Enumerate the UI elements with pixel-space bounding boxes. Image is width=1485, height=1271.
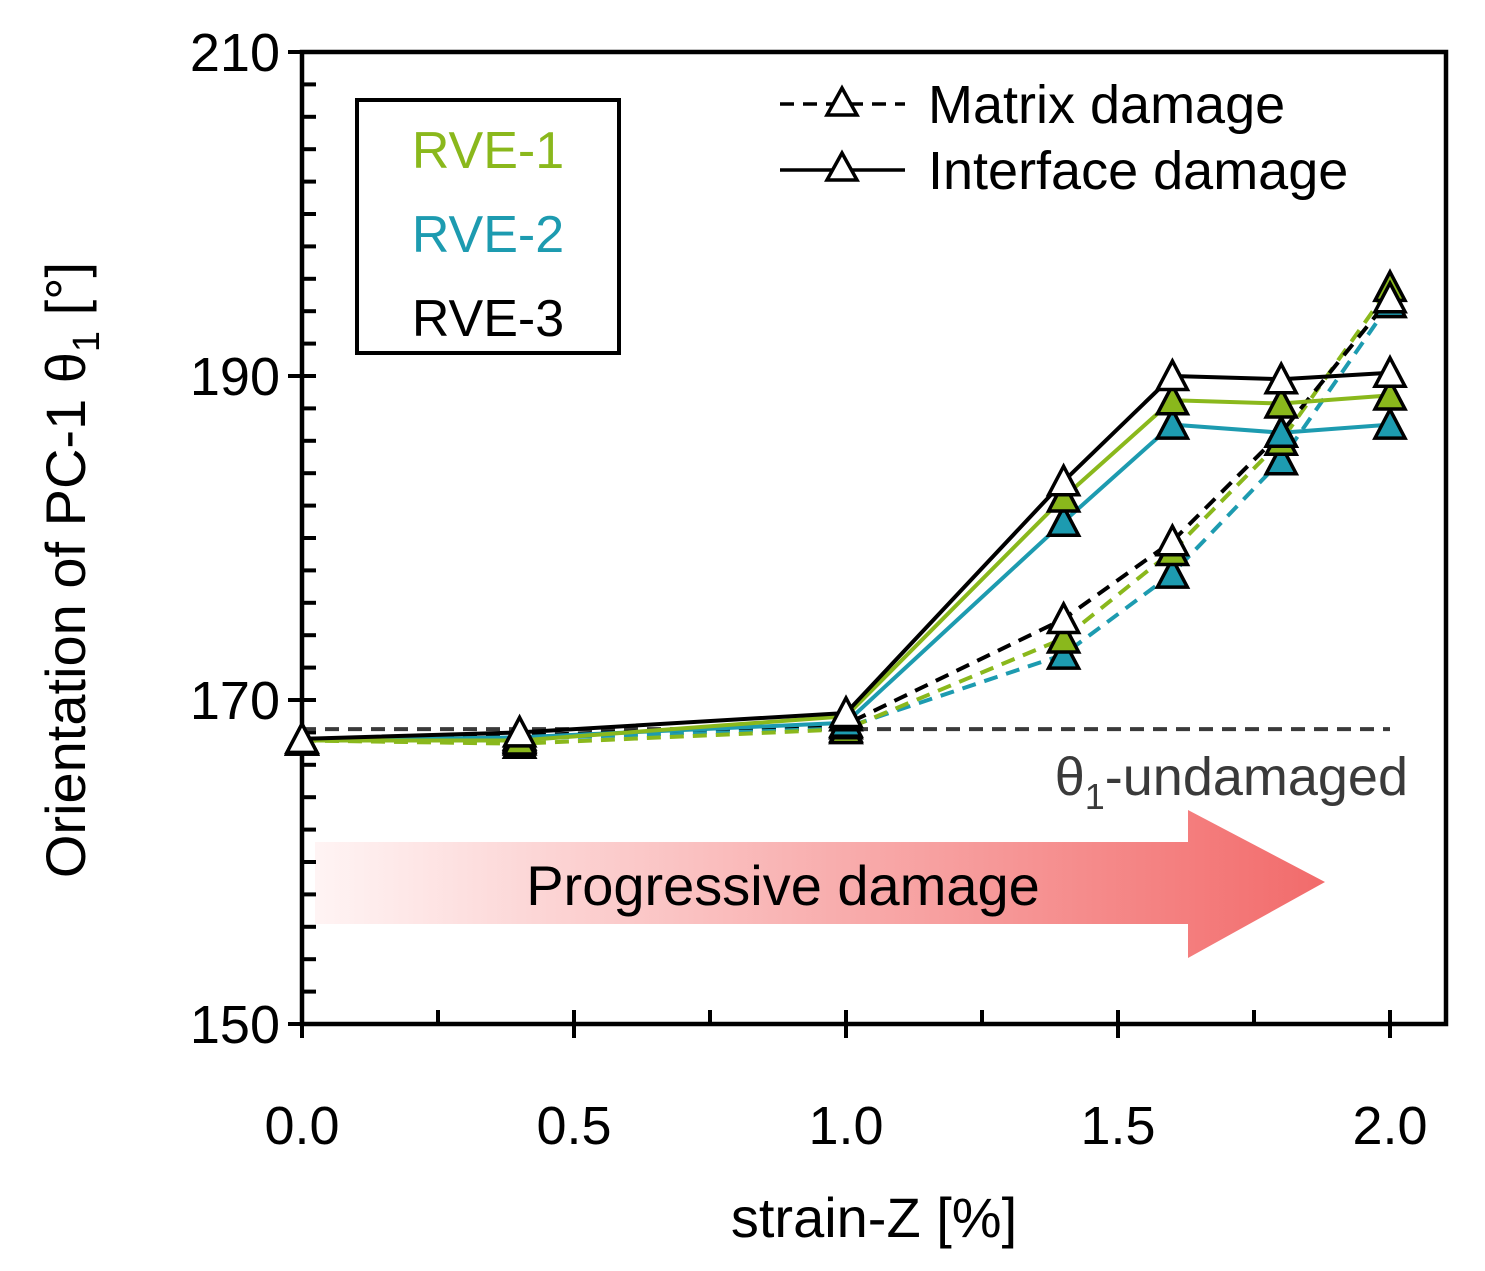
data-point-rve-2-interface <box>1372 405 1408 440</box>
interface-damage-legend-label: Interface damage <box>928 141 1348 201</box>
matrix-damage-legend-marker <box>824 84 860 117</box>
ref-label-theta: θ <box>1055 747 1085 807</box>
data-point-rve-2-matrix <box>1154 554 1191 589</box>
series-markers-layer <box>284 268 1408 759</box>
data-point-rve-2-matrix <box>1263 441 1300 476</box>
y-tick-label: 190 <box>190 347 280 407</box>
y-axis-label-subscript: 1 <box>66 331 108 352</box>
ref-label-subscript: 1 <box>1085 776 1105 817</box>
interface-damage-legend-marker <box>824 149 860 182</box>
data-point-rve-3-interface <box>1263 360 1300 395</box>
series-line-rve-2-interface <box>301 422 1391 743</box>
y-tick-label: 150 <box>190 995 280 1055</box>
x-tick-label: 0.0 <box>264 1096 339 1156</box>
data-point-rve-3-matrix <box>1372 279 1408 314</box>
rve-legend: RVE-1 RVE-2 RVE-3 <box>355 98 621 355</box>
y-tick-label: 210 <box>190 23 280 83</box>
matrix-damage-legend-label: Matrix damage <box>928 75 1285 135</box>
data-point-rve-3-interface <box>1154 357 1191 392</box>
data-point-rve-3-matrix <box>1045 600 1082 635</box>
x-axis-label: strain-Z [%] <box>731 1186 1017 1249</box>
data-point-rve-1-interface <box>1372 376 1408 411</box>
rve-legend-item-3: RVE-3 <box>412 290 564 348</box>
arrow-shape <box>315 810 1325 958</box>
data-point-rve-2-interface <box>1154 405 1191 440</box>
data-point-rve-1-interface <box>1263 384 1300 419</box>
damage-legend: Matrix damage Interface damage <box>780 75 1348 201</box>
ref-label-suffix: -undamaged <box>1105 747 1408 807</box>
axes-layer: 150 170 190 210 0.0 0.5 1.0 1.5 2.0 <box>190 23 1428 1156</box>
data-point-rve-2-interface <box>1263 413 1300 448</box>
data-point-rve-3-interface <box>284 720 320 755</box>
data-point-rve-3-interface <box>828 694 864 729</box>
x-tick-label: 2.0 <box>1352 1096 1427 1156</box>
series-lines-layer <box>301 285 1392 746</box>
y-axis-label-unit: [°] <box>34 262 97 331</box>
series-line-rve-2-matrix <box>301 301 1392 743</box>
data-point-rve-3-interface <box>1045 462 1082 497</box>
x-tick-label: 1.5 <box>1080 1096 1155 1156</box>
data-point-rve-2-interface <box>1045 503 1082 538</box>
data-point-rve-3-interface <box>501 713 538 748</box>
series-line-rve-1-interface <box>302 393 1391 743</box>
data-point-rve-3-matrix <box>1154 522 1191 557</box>
x-tick-label: 0.5 <box>536 1096 611 1156</box>
series-line-rve-3-matrix <box>301 296 1392 741</box>
arrow-label: Progressive damage <box>526 854 1040 917</box>
data-point-rve-1-interface <box>1154 381 1191 416</box>
data-point-rve-2-matrix <box>1045 635 1082 670</box>
data-point-rve-1-matrix <box>1045 619 1082 654</box>
y-axis-label-main: Orientation of PC-1 θ <box>34 352 97 878</box>
progressive-damage-arrow: Progressive damage <box>315 810 1325 958</box>
rve-legend-item-1: RVE-1 <box>412 122 564 180</box>
y-tick-label: 170 <box>190 671 280 731</box>
x-tick-label: 1.0 <box>808 1096 883 1156</box>
data-point-rve-1-interface <box>1045 478 1082 513</box>
data-point-rve-3-interface <box>1372 354 1408 389</box>
rve-legend-item-2: RVE-2 <box>412 206 564 264</box>
reference-line-label: θ1-undamaged <box>1055 747 1408 817</box>
rve-legend-box <box>355 98 621 355</box>
y-axis-label: Orientation of PC-1 θ1 [°] <box>34 262 108 878</box>
